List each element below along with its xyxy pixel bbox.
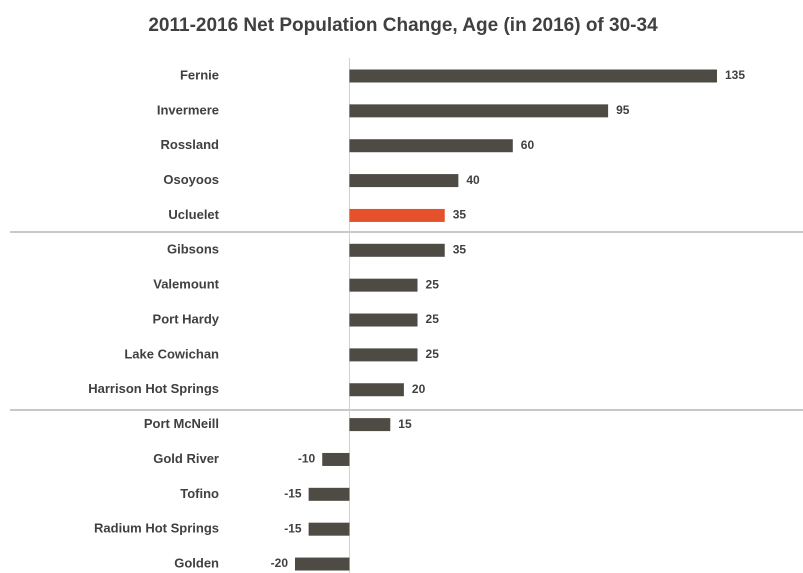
bar	[349, 174, 459, 188]
bar	[349, 383, 404, 397]
value-label: 60	[521, 138, 535, 152]
value-label: 35	[453, 242, 467, 256]
bar	[349, 104, 609, 118]
bar	[349, 313, 418, 327]
value-label: 35	[453, 208, 467, 222]
chart-title: 2011-2016 Net Population Change, Age (in…	[148, 15, 658, 36]
category-label: Lake Cowichan	[124, 346, 219, 361]
category-label: Invermere	[157, 102, 219, 117]
bar	[349, 69, 717, 83]
category-label: Port McNeill	[144, 416, 219, 431]
value-label: 135	[725, 68, 745, 82]
bar	[349, 243, 445, 257]
value-label: -10	[298, 452, 316, 466]
category-label: Gold River	[153, 451, 219, 466]
value-label: 25	[426, 347, 440, 361]
category-label: Tofino	[180, 486, 219, 501]
value-label: -15	[284, 521, 302, 535]
category-label: Osoyoos	[163, 172, 219, 187]
bar	[295, 557, 350, 571]
value-label: 25	[426, 277, 440, 291]
bar	[349, 278, 418, 292]
category-label: Ucluelet	[168, 207, 219, 222]
category-label: Golden	[174, 555, 219, 570]
bar	[308, 487, 350, 501]
bar	[349, 418, 391, 432]
value-label: 95	[616, 103, 630, 117]
value-label: -20	[271, 556, 289, 570]
category-label: Radium Hot Springs	[94, 521, 219, 536]
category-label: Rossland	[160, 137, 219, 152]
category-label: Valemount	[153, 277, 219, 292]
value-label: 25	[426, 312, 440, 326]
bar	[349, 348, 418, 362]
category-label: Port Hardy	[153, 311, 220, 326]
bar	[349, 139, 513, 153]
bar	[322, 452, 350, 466]
value-label: 20	[412, 382, 426, 396]
bar	[349, 208, 445, 222]
value-label: -15	[284, 486, 302, 500]
category-label: Fernie	[180, 67, 219, 82]
bar	[308, 522, 350, 536]
value-label: 15	[398, 417, 412, 431]
value-label: 40	[466, 173, 480, 187]
category-label: Gibsons	[167, 242, 219, 257]
category-label: Harrison Hot Springs	[88, 381, 219, 396]
